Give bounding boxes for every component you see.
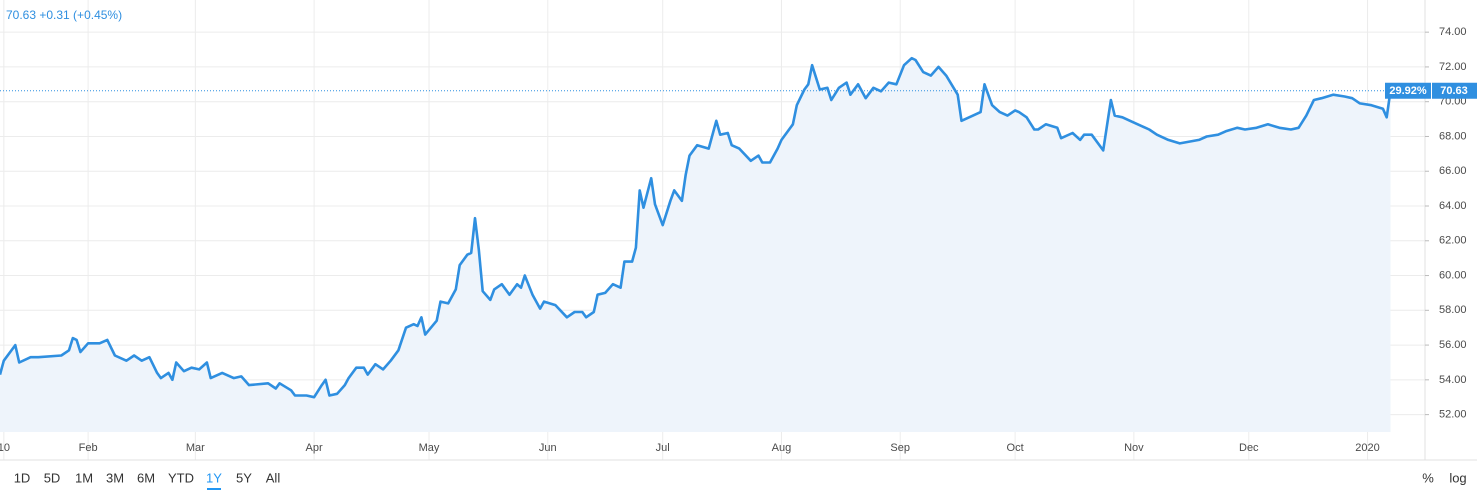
axes: 52.00 54.00 56.00 58.00 60.00 62.00 64.00 66.00… <box>0 26 1477 454</box>
range-button[interactable]: 1D <box>14 470 31 485</box>
range-button[interactable]: 3M <box>106 470 124 485</box>
price-header: 70.63 +0.31 (+0.45%) <box>6 8 122 22</box>
x-tick-label: Sep <box>890 442 910 454</box>
y-tick-label: 52.00 <box>1439 409 1467 421</box>
y-tick-label: 72.00 <box>1439 61 1467 73</box>
y-tick-label: 62.00 <box>1439 235 1467 247</box>
range-button[interactable]: 5Y <box>236 470 252 485</box>
area <box>0 58 1391 432</box>
x-tick-label: Apr <box>306 442 323 454</box>
scale-option[interactable]: % <box>1422 470 1434 485</box>
range-button[interactable]: 1M <box>75 470 93 485</box>
y-tick-label: 64.00 <box>1439 200 1467 212</box>
y-tick-label: 74.00 <box>1439 26 1467 38</box>
x-tick-label: Feb <box>79 442 98 454</box>
x-tick-label: 2020 <box>1355 442 1379 454</box>
y-tick-label: 54.00 <box>1439 374 1467 386</box>
x-tick-label: Aug <box>772 442 792 454</box>
range-button[interactable]: 1Y <box>206 470 222 485</box>
range-button[interactable]: 5D <box>44 470 61 485</box>
range-button[interactable]: YTD <box>168 470 194 485</box>
range-button[interactable]: 6M <box>137 470 155 485</box>
x-tick-label: Dec <box>1239 442 1259 454</box>
x-tick-label: Jun <box>539 442 557 454</box>
x-tick-label: May <box>419 442 440 454</box>
plot <box>0 56 1425 432</box>
y-tick-label: 56.00 <box>1439 339 1467 351</box>
change-badge <box>1385 82 1431 99</box>
price-badge <box>1432 82 1477 99</box>
price-line <box>0 56 1392 399</box>
y-tick-label: 60.00 <box>1439 269 1467 281</box>
x-tick-label: Jul <box>656 442 670 454</box>
range-button[interactable]: All <box>266 470 281 485</box>
toolbar: 1D 5D 1M 3M 6M YTD 1Y 5Y All% log <box>14 470 1467 490</box>
y-tick-label: 68.00 <box>1439 130 1467 142</box>
y-tick-label: 58.00 <box>1439 304 1467 316</box>
x-tick-label: Oct <box>1007 442 1024 454</box>
price-label: 70.63 <box>1440 85 1468 97</box>
y-tick-label: 66.00 <box>1439 165 1467 177</box>
x-tick-label: Mar <box>186 442 205 454</box>
change-label: 29.92% <box>1389 85 1427 97</box>
x-tick-label: 10 <box>0 442 10 454</box>
scale-option[interactable]: log <box>1449 470 1466 485</box>
x-tick-label: Nov <box>1124 442 1144 454</box>
